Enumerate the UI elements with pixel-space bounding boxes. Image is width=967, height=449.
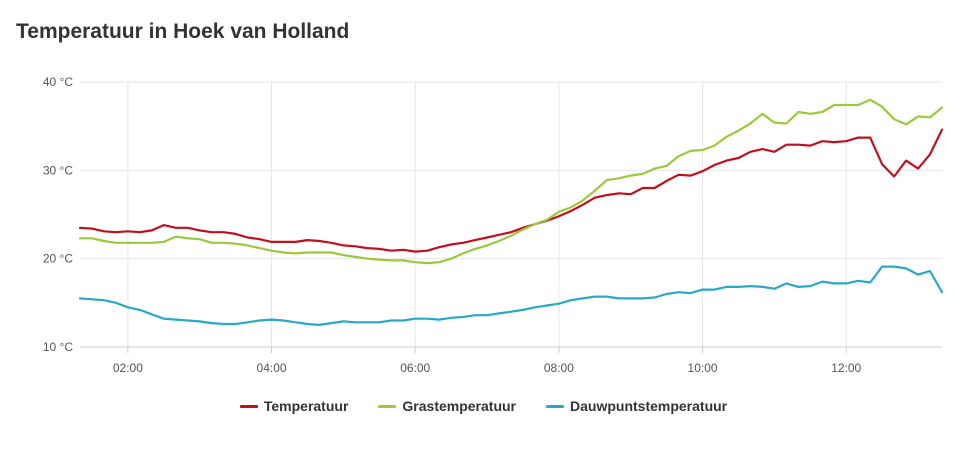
legend-swatch xyxy=(378,404,397,408)
legend-label: Dauwpuntstemperatuur xyxy=(570,398,728,414)
series-line-dauwpuntstemperatuur xyxy=(78,265,944,326)
chart-grid xyxy=(80,81,942,348)
series-line-temperatuur xyxy=(78,128,944,253)
legend-item-dauwpuntstemperatuur[interactable]: Dauwpuntstemperatuur xyxy=(546,398,727,414)
chart-legend: Temperatuur Grastemperatuur Dauwpuntstempe… xyxy=(0,398,967,414)
legend-swatch xyxy=(239,404,258,408)
chart-series xyxy=(78,98,944,326)
legend-label: Temperatuur xyxy=(263,398,349,414)
y-tick-label: 10 °C xyxy=(43,340,73,354)
x-tick-label: 04:00 xyxy=(257,361,287,375)
x-tick-label: 02:00 xyxy=(113,361,143,375)
legend-swatch xyxy=(546,404,564,408)
legend-item-temperatuur[interactable]: Temperatuur xyxy=(239,398,349,414)
chart-axes: 10 °C 20 °C 30 °C 40 °C 02:00 04:00 06:00 08:00… xyxy=(43,75,942,375)
x-tick-label: 08:00 xyxy=(544,361,574,375)
series-line-grastemperatuur xyxy=(78,98,944,265)
x-tick-label: 06:00 xyxy=(400,361,430,375)
x-tick-label: 12:00 xyxy=(831,361,861,375)
y-tick-label: 40 °C xyxy=(43,75,73,89)
legend-item-grastemperatuur[interactable]: Grastemperatuur xyxy=(378,398,516,414)
y-tick-label: 20 °C xyxy=(43,252,73,266)
legend-label: Grastemperatuur xyxy=(402,398,516,414)
x-tick-label: 10:00 xyxy=(688,361,718,375)
chart-title: Temperatuur in Hoek van Holland xyxy=(16,20,350,43)
y-tick-label: 30 °C xyxy=(43,163,73,177)
